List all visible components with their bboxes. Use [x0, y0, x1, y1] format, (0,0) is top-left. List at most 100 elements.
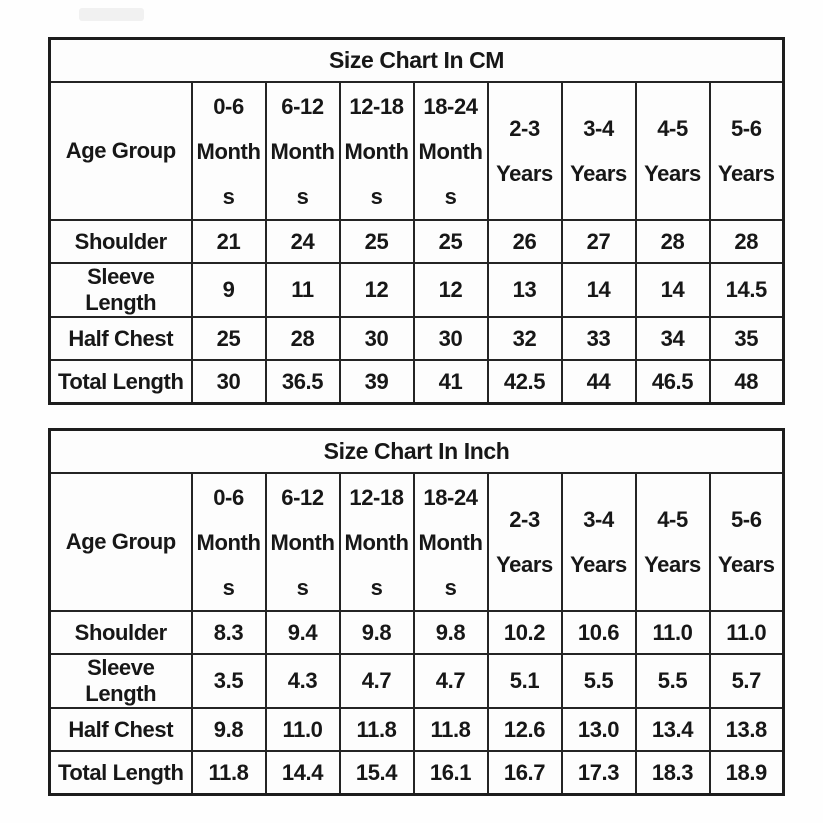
size-chart-cm-table: Size Chart In CM Age Group 0-6 Month s 6… — [48, 37, 786, 405]
cell-value: 12 — [338, 262, 415, 318]
cell-value: 9.4 — [264, 610, 341, 655]
table-row-sleeve-length: Sleeve Length 9 11 12 12 13 14 14 14.5 — [48, 262, 785, 318]
row-label: Sleeve Length — [48, 262, 193, 318]
cell-value: 9.8 — [190, 707, 267, 752]
age-group-header: Age Group — [48, 81, 193, 221]
cell-value: 9.8 — [412, 610, 489, 655]
cell-value: 24 — [264, 219, 341, 264]
cell-value: 25 — [190, 316, 267, 361]
cell-value: 9.8 — [338, 610, 415, 655]
table-row-half-chest: Half Chest 9.8 11.0 11.8 11.8 12.6 13.0 … — [48, 707, 785, 752]
table-row-total-length: Total Length 11.8 14.4 15.4 16.1 16.7 17… — [48, 750, 785, 796]
cell-value: 48 — [708, 359, 785, 405]
table-title-cm: Size Chart In CM — [48, 37, 785, 83]
table-title-inch: Size Chart In Inch — [48, 428, 785, 474]
row-label: Sleeve Length — [48, 653, 193, 709]
size-chart-inch-table: Size Chart In Inch Age Group 0-6 Month s… — [48, 428, 786, 796]
cell-value: 44 — [560, 359, 637, 405]
cell-value: 11.8 — [190, 750, 267, 796]
cell-value: 9 — [190, 262, 267, 318]
cell-value: 25 — [412, 219, 489, 264]
cell-value: 13.4 — [634, 707, 711, 752]
cell-value: 16.1 — [412, 750, 489, 796]
cell-value: 10.2 — [486, 610, 563, 655]
cell-value: 5.5 — [634, 653, 711, 709]
cell-value: 36.5 — [264, 359, 341, 405]
column-header-12-18-months: 12-18 Month s — [338, 472, 415, 612]
row-label: Total Length — [48, 750, 193, 796]
cell-value: 27 — [560, 219, 637, 264]
cell-value: 13.0 — [560, 707, 637, 752]
cell-value: 13 — [486, 262, 563, 318]
column-header-3-4-years: 3-4 Years — [560, 81, 637, 221]
table-row-sleeve-length: Sleeve Length 3.5 4.3 4.7 4.7 5.1 5.5 5.… — [48, 653, 785, 709]
cell-value: 14 — [634, 262, 711, 318]
cell-value: 28 — [708, 219, 785, 264]
cell-value: 34 — [634, 316, 711, 361]
row-label: Shoulder — [48, 219, 193, 264]
column-header-2-3-years: 2-3 Years — [486, 81, 563, 221]
cell-value: 4.3 — [264, 653, 341, 709]
cell-value: 11.0 — [634, 610, 711, 655]
cell-value: 41 — [412, 359, 489, 405]
column-header-0-6-months: 0-6 Month s — [190, 81, 267, 221]
watermark-badge — [79, 8, 144, 21]
cell-value: 30 — [338, 316, 415, 361]
column-header-12-18-months: 12-18 Month s — [338, 81, 415, 221]
column-header-0-6-months: 0-6 Month s — [190, 472, 267, 612]
row-label: Half Chest — [48, 707, 193, 752]
column-header-18-24-months: 18-24 Month s — [412, 81, 489, 221]
cell-value: 4.7 — [412, 653, 489, 709]
cell-value: 8.3 — [190, 610, 267, 655]
row-label: Total Length — [48, 359, 193, 405]
cell-value: 11 — [264, 262, 341, 318]
cell-value: 46.5 — [634, 359, 711, 405]
cell-value: 21 — [190, 219, 267, 264]
column-header-18-24-months: 18-24 Month s — [412, 472, 489, 612]
column-header-4-5-years: 4-5 Years — [634, 81, 711, 221]
column-header-6-12-months: 6-12 Month s — [264, 472, 341, 612]
cell-value: 5.7 — [708, 653, 785, 709]
cell-value: 3.5 — [190, 653, 267, 709]
cell-value: 30 — [412, 316, 489, 361]
cell-value: 11.0 — [708, 610, 785, 655]
cell-value: 4.7 — [338, 653, 415, 709]
cell-value: 11.0 — [264, 707, 341, 752]
column-header-4-5-years: 4-5 Years — [634, 472, 711, 612]
cell-value: 25 — [338, 219, 415, 264]
column-header-5-6-years: 5-6 Years — [708, 81, 785, 221]
table-row-shoulder: Shoulder 8.3 9.4 9.8 9.8 10.2 10.6 11.0 … — [48, 610, 785, 655]
cell-value: 18.3 — [634, 750, 711, 796]
cell-value: 28 — [264, 316, 341, 361]
cell-value: 10.6 — [560, 610, 637, 655]
row-label: Half Chest — [48, 316, 193, 361]
cell-value: 16.7 — [486, 750, 563, 796]
cell-value: 17.3 — [560, 750, 637, 796]
cell-value: 5.5 — [560, 653, 637, 709]
table-row-shoulder: Shoulder 21 24 25 25 26 27 28 28 — [48, 219, 785, 264]
column-header-6-12-months: 6-12 Month s — [264, 81, 341, 221]
cell-value: 11.8 — [338, 707, 415, 752]
cell-value: 18.9 — [708, 750, 785, 796]
cell-value: 30 — [190, 359, 267, 405]
column-header-2-3-years: 2-3 Years — [486, 472, 563, 612]
cell-value: 14 — [560, 262, 637, 318]
cell-value: 14.4 — [264, 750, 341, 796]
cell-value: 5.1 — [486, 653, 563, 709]
cell-value: 28 — [634, 219, 711, 264]
row-label: Shoulder — [48, 610, 193, 655]
column-header-3-4-years: 3-4 Years — [560, 472, 637, 612]
cell-value: 15.4 — [338, 750, 415, 796]
cell-value: 12 — [412, 262, 489, 318]
cell-value: 42.5 — [486, 359, 563, 405]
cell-value: 14.5 — [708, 262, 785, 318]
cell-value: 33 — [560, 316, 637, 361]
table-row-total-length: Total Length 30 36.5 39 41 42.5 44 46.5 … — [48, 359, 785, 405]
table-row-half-chest: Half Chest 25 28 30 30 32 33 34 35 — [48, 316, 785, 361]
cell-value: 11.8 — [412, 707, 489, 752]
cell-value: 12.6 — [486, 707, 563, 752]
cell-value: 39 — [338, 359, 415, 405]
cell-value: 26 — [486, 219, 563, 264]
cell-value: 13.8 — [708, 707, 785, 752]
column-header-5-6-years: 5-6 Years — [708, 472, 785, 612]
